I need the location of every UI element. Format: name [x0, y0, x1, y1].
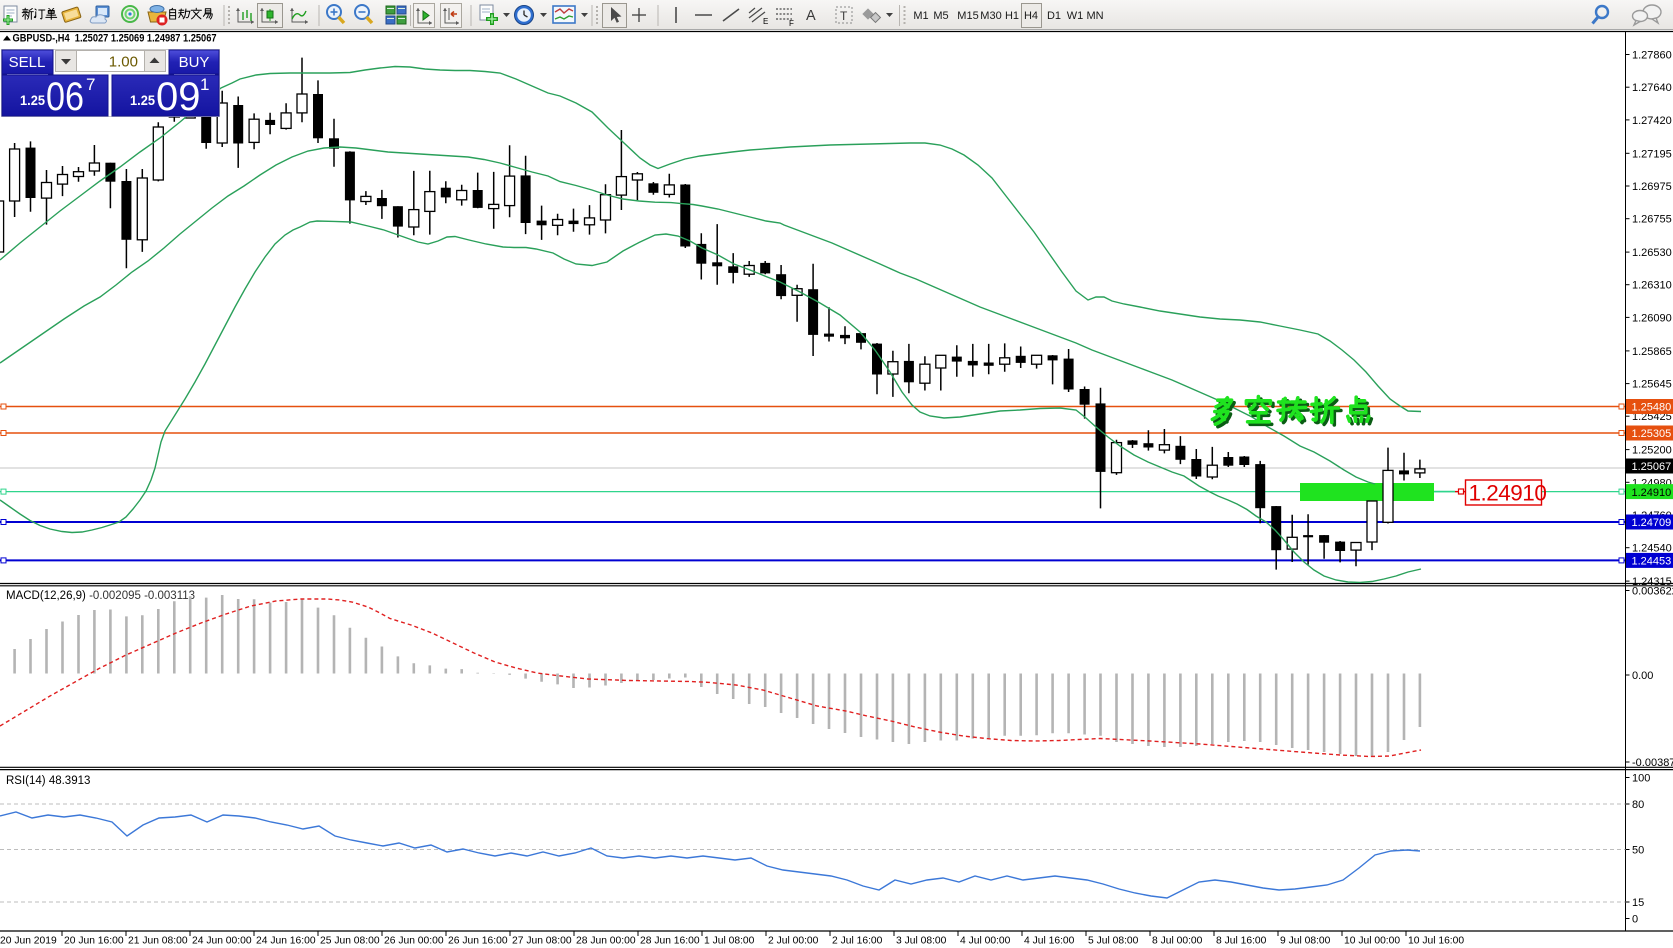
svg-text:1.24540: 1.24540 [1632, 543, 1672, 555]
svg-text:MACD(12,26,9) -0.002095 -0.003: MACD(12,26,9) -0.002095 -0.003113 [6, 590, 195, 602]
svg-text:3 Jul 08:00: 3 Jul 08:00 [896, 936, 947, 947]
svg-text:28 Jun 16:00: 28 Jun 16:00 [640, 936, 700, 947]
svg-text:H4: H4 [1024, 10, 1038, 22]
svg-text:80: 80 [1632, 799, 1644, 811]
svg-text:E: E [763, 17, 768, 26]
svg-text:50: 50 [1632, 845, 1644, 857]
svg-text:RSI(14) 48.3913: RSI(14) 48.3913 [6, 775, 90, 787]
svg-text:1.25067: 1.25067 [1632, 461, 1672, 473]
svg-text:06: 06 [46, 75, 84, 119]
svg-text:1.26755: 1.26755 [1632, 214, 1672, 226]
svg-text:5 Jul 08:00: 5 Jul 08:00 [1088, 936, 1139, 947]
svg-text:BUY: BUY [179, 54, 210, 71]
svg-text:1.24315: 1.24315 [1632, 576, 1672, 588]
svg-text:M15: M15 [957, 10, 978, 22]
svg-text:W1: W1 [1067, 10, 1084, 22]
svg-text:1.26310: 1.26310 [1632, 280, 1672, 292]
svg-text:15: 15 [1632, 897, 1644, 909]
svg-text:M1: M1 [913, 10, 928, 22]
svg-text:10 Jul 00:00: 10 Jul 00:00 [1344, 936, 1400, 947]
svg-text:0: 0 [1632, 914, 1638, 926]
svg-text:D1: D1 [1047, 10, 1061, 22]
svg-text:1 Jul 08:00: 1 Jul 08:00 [704, 936, 755, 947]
svg-text:1.25865: 1.25865 [1632, 346, 1672, 358]
svg-text:0.003622: 0.003622 [1632, 586, 1673, 598]
svg-text:4 Jul 16:00: 4 Jul 16:00 [1024, 936, 1075, 947]
svg-text:1.25425: 1.25425 [1632, 411, 1672, 423]
svg-text:8 Jul 00:00: 8 Jul 00:00 [1152, 936, 1203, 947]
svg-text:1.25: 1.25 [130, 93, 155, 108]
svg-text:-0.003877: -0.003877 [1632, 757, 1673, 769]
svg-text:2 Jul 16:00: 2 Jul 16:00 [832, 936, 883, 947]
svg-text:24 Jun 16:00: 24 Jun 16:00 [256, 936, 316, 947]
svg-text:1.27420: 1.27420 [1632, 115, 1672, 127]
svg-text:1.24910: 1.24910 [1469, 481, 1547, 506]
svg-text:1.26975: 1.26975 [1632, 181, 1672, 193]
svg-text:M5: M5 [933, 10, 948, 22]
svg-text:1.26090: 1.26090 [1632, 312, 1672, 324]
svg-text:1.24910: 1.24910 [1632, 487, 1672, 499]
svg-text:1.25645: 1.25645 [1632, 379, 1672, 391]
svg-text:SELL: SELL [9, 54, 46, 71]
svg-text:1.25480: 1.25480 [1632, 402, 1672, 414]
svg-text:27 Jun 08:00: 27 Jun 08:00 [512, 936, 572, 947]
svg-text:0.00: 0.00 [1632, 670, 1653, 682]
svg-text:1.25305: 1.25305 [1632, 428, 1672, 440]
svg-text:GBPUSD-,H4 1.25027 1.25069 1.: GBPUSD-,H4 1.25027 1.25069 1.24987 1.250… [13, 33, 217, 45]
svg-text:A: A [806, 8, 816, 24]
svg-text:T: T [840, 9, 848, 23]
svg-text:1.27195: 1.27195 [1632, 148, 1672, 160]
svg-text:1.00: 1.00 [109, 54, 138, 71]
svg-text:F: F [789, 19, 794, 28]
svg-text:09: 09 [156, 75, 201, 119]
svg-text:1.26530: 1.26530 [1632, 247, 1672, 259]
svg-text:20 Jun 16:00: 20 Jun 16:00 [64, 936, 124, 947]
svg-text:25 Jun 08:00: 25 Jun 08:00 [320, 936, 380, 947]
svg-text:1.25200: 1.25200 [1632, 445, 1672, 457]
svg-text:26 Jun 16:00: 26 Jun 16:00 [448, 936, 508, 947]
svg-text:1.24709: 1.24709 [1632, 517, 1672, 529]
svg-text:MN: MN [1086, 10, 1103, 22]
svg-text:1.25: 1.25 [20, 93, 45, 108]
svg-text:1.24453: 1.24453 [1632, 556, 1672, 568]
svg-text:8 Jul 16:00: 8 Jul 16:00 [1216, 936, 1267, 947]
svg-text:28 Jun 00:00: 28 Jun 00:00 [576, 936, 636, 947]
svg-text:H1: H1 [1005, 10, 1019, 22]
svg-text:1.27860: 1.27860 [1632, 50, 1672, 62]
svg-text:24 Jun 00:00: 24 Jun 00:00 [192, 936, 252, 947]
svg-text:2 Jul 00:00: 2 Jul 00:00 [768, 936, 819, 947]
svg-text:7: 7 [86, 75, 95, 94]
svg-text:21 Jun 08:00: 21 Jun 08:00 [128, 936, 188, 947]
svg-text:M30: M30 [980, 10, 1001, 22]
svg-text:9 Jul 08:00: 9 Jul 08:00 [1280, 936, 1331, 947]
svg-text:100: 100 [1632, 773, 1650, 785]
svg-text:4 Jul 00:00: 4 Jul 00:00 [960, 936, 1011, 947]
svg-text:1.27640: 1.27640 [1632, 82, 1672, 94]
svg-text:10 Jul 16:00: 10 Jul 16:00 [1408, 936, 1464, 947]
svg-text:20 Jun 2019: 20 Jun 2019 [0, 936, 57, 947]
svg-text:26 Jun 00:00: 26 Jun 00:00 [384, 936, 444, 947]
svg-text:1: 1 [200, 75, 209, 94]
